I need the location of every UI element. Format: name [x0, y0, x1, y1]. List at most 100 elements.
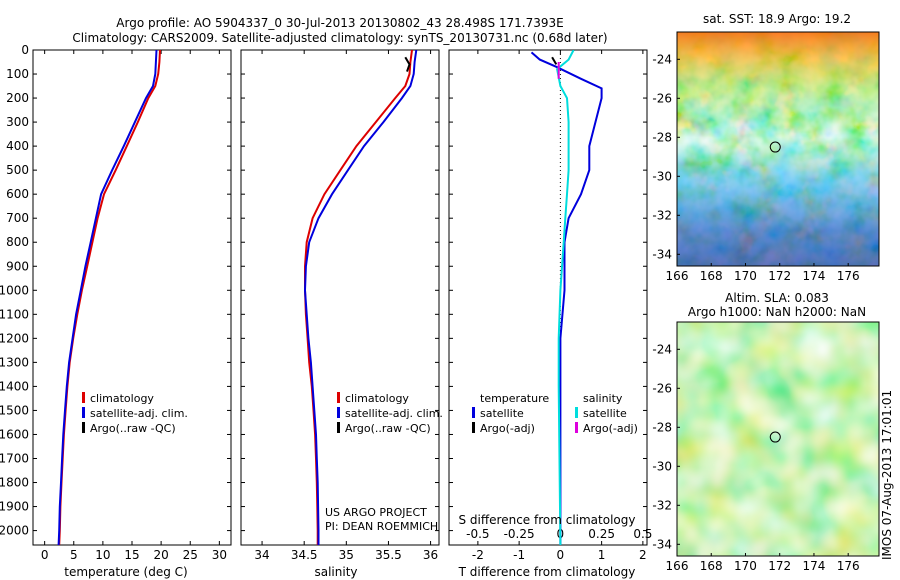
map-y-tick-label: -30 [652, 169, 672, 183]
sst-map [676, 31, 880, 267]
difference-legend: temperature salinity satellite Argo(-adj… [472, 392, 638, 435]
x-tick-label: 20 [153, 548, 168, 562]
series-line [530, 51, 603, 545]
y-tick-label: 1900 [0, 500, 29, 514]
map-y-tick-label: -28 [652, 130, 672, 144]
y-tick-label: 400 [6, 139, 29, 153]
y-tick-label: 1400 [0, 379, 29, 393]
y-tick-label: 0 [21, 43, 29, 57]
legend-title-salinity: salinity [583, 392, 623, 405]
y-tick-label: 1600 [0, 427, 29, 441]
legend-label-climatology: climatology [345, 392, 409, 405]
header-line1: Argo profile: AO 5904337_0 30-Jul-2013 2… [116, 16, 563, 30]
y-tick-label: 1800 [0, 476, 29, 490]
map-x-tick-label: 166 [666, 559, 689, 573]
argo-position-marker [769, 431, 781, 443]
t-difference-x-axis: -2 -1 0 1 2 [472, 50, 647, 562]
legend-swatch-satellite-adj [82, 407, 85, 418]
legend-swatch-satellite-adj [337, 407, 340, 418]
map-x-tick-label: 174 [802, 269, 825, 283]
imos-timestamp: IMOS 07-Aug-2013 17:01:01 [880, 390, 894, 560]
map-x-tick-label: 176 [837, 559, 860, 573]
y-tick-label: 1000 [0, 283, 29, 297]
salinity-legend: climatology satellite-adj. clim. Argo(..… [337, 392, 443, 435]
y-tick-label: 1300 [0, 355, 29, 369]
legend-label-satellite-adj: satellite-adj. clim. [345, 407, 443, 420]
temperature-series [57, 50, 161, 545]
legend-swatch-s-satellite [575, 407, 578, 418]
sst-map-gradient [677, 32, 879, 266]
x-tick-label: 5 [70, 548, 78, 562]
y-tick-label: 700 [6, 211, 29, 225]
legend-label-argo: Argo(..raw -QC) [90, 422, 176, 435]
map-y-tick-label: -30 [652, 459, 672, 473]
map-x-tick-label: 176 [837, 269, 860, 283]
salinity-x-axis: 34 34.5 35 35.5 36 [254, 50, 438, 562]
x-tick-label: 35.5 [375, 548, 402, 562]
map-x-tick-label: 168 [700, 269, 723, 283]
legend-swatch-climatology [82, 392, 85, 403]
temperature-xlabel: temperature (deg C) [64, 565, 187, 579]
salinity-series [303, 50, 418, 545]
y-tick-label: 300 [6, 115, 29, 129]
map-y-tick-label: -28 [652, 420, 672, 434]
legend-label-s-argo: Argo(-adj) [583, 422, 638, 435]
map-x-tick-label: 168 [700, 559, 723, 573]
x-tick-label: 25 [183, 548, 198, 562]
difference-panel-frame [448, 49, 648, 546]
difference-series [530, 50, 603, 545]
x-tick-label: 36 [423, 548, 438, 562]
sla-map-field [677, 322, 879, 556]
legend-swatch-t-argo [472, 422, 475, 433]
sla-map-frame [676, 321, 880, 557]
sla-map-title: Altim. SLA: 0.083 [725, 291, 829, 305]
project-credit: US ARGO PROJECT [325, 506, 427, 519]
series-line [57, 50, 158, 545]
x-tick-label: -2 [472, 548, 484, 562]
temperature-x-axis: 0 5 10 15 20 25 30 [41, 50, 227, 562]
y-tick-label: 900 [6, 259, 29, 273]
depth-axis: 0 100 200 300 400 500 600 700 800 900 1000 1100 1200… [0, 43, 647, 538]
x-tick-label: 2 [639, 548, 647, 562]
y-tick-label: 200 [6, 91, 29, 105]
y-tick-label: 800 [6, 235, 29, 249]
legend-label-s-satellite: satellite [583, 407, 627, 420]
x-tick-label: 10 [95, 548, 110, 562]
pi-credit: PI: DEAN ROEMMICH [325, 520, 438, 533]
map-y-tick-label: -32 [652, 208, 672, 222]
x-tick-label: -1 [513, 548, 525, 562]
y-tick-label: 600 [6, 187, 29, 201]
y-tick-label: 2000 [0, 524, 29, 538]
map-x-tick-label: 170 [734, 269, 757, 283]
x-tick-label: -0.5 [466, 527, 489, 541]
sst-map-y-axis: -24 -26 -28 -30 -32 -34 [652, 52, 680, 261]
legend-swatch-climatology [337, 392, 340, 403]
x-tick-label: 34 [254, 548, 269, 562]
map-y-tick-label: -24 [652, 52, 672, 66]
map-y-tick-label: -24 [652, 342, 672, 356]
legend-label-argo: Argo(..raw -QC) [345, 422, 431, 435]
sst-map-title: sat. SST: 18.9 Argo: 19.2 [703, 12, 851, 26]
series-line [404, 56, 411, 72]
header-line2: Climatology: CARS2009. Satellite-adjuste… [72, 31, 607, 45]
map-x-tick-label: 166 [666, 269, 689, 283]
sla-map-x-axis: 166 168 170 172 174 176 [666, 553, 860, 573]
x-tick-label: 0.25 [588, 527, 615, 541]
salinity-xlabel: salinity [314, 565, 357, 579]
s-difference-xlabel: S difference from climatology [459, 513, 636, 527]
map-x-tick-label: 170 [734, 559, 757, 573]
map-y-tick-label: -26 [652, 91, 672, 105]
legend-label-satellite-adj: satellite-adj. clim. [90, 407, 188, 420]
legend-title-temperature: temperature [480, 392, 549, 405]
x-tick-label: 15 [124, 548, 139, 562]
series-line [303, 50, 418, 545]
y-tick-label: 1100 [0, 307, 29, 321]
sst-map-frame [676, 31, 880, 267]
x-tick-label: 34.5 [291, 548, 318, 562]
legend-swatch-t-satellite [472, 407, 475, 418]
map-y-tick-label: -34 [652, 247, 672, 261]
x-tick-label: 0 [557, 548, 565, 562]
legend-swatch-argo [82, 422, 85, 433]
y-tick-label: 1200 [0, 331, 29, 345]
temperature-legend: climatology satellite-adj. clim. Argo(..… [82, 392, 188, 435]
